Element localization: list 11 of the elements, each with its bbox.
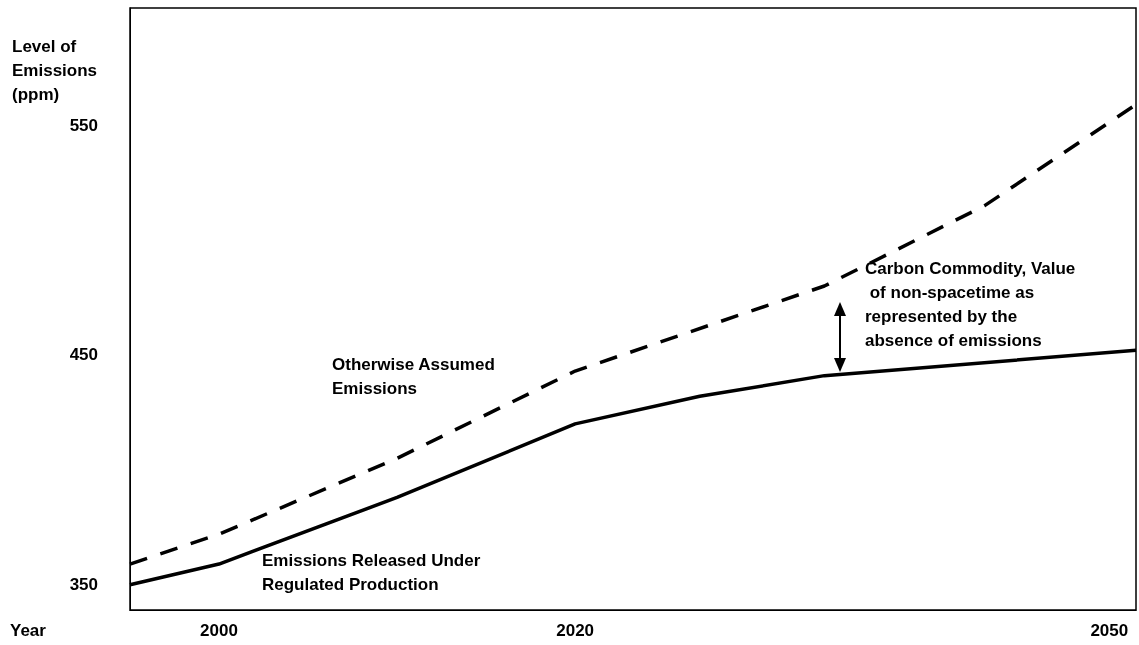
annotation: Emissions Released Under Regulated Production bbox=[262, 550, 485, 594]
x-tick-label: 2020 bbox=[556, 621, 595, 640]
y-axis-title: Level of Emissions (ppm) bbox=[12, 36, 102, 104]
annotation: Carbon Commodity, Value of non-spacetime as represented by the absence of emissions bbox=[865, 258, 1076, 350]
y-tick-label: 450 bbox=[69, 345, 98, 365]
x-axis-title: Year bbox=[10, 621, 47, 640]
y-tick-label: 350 bbox=[69, 575, 98, 595]
annotation: Otherwise Assumed Emissions bbox=[332, 354, 500, 398]
x-tick-label: 2050 bbox=[1090, 621, 1129, 640]
x-tick-label: 2000 bbox=[200, 621, 238, 640]
y-tick-label: 550 bbox=[69, 115, 98, 135]
